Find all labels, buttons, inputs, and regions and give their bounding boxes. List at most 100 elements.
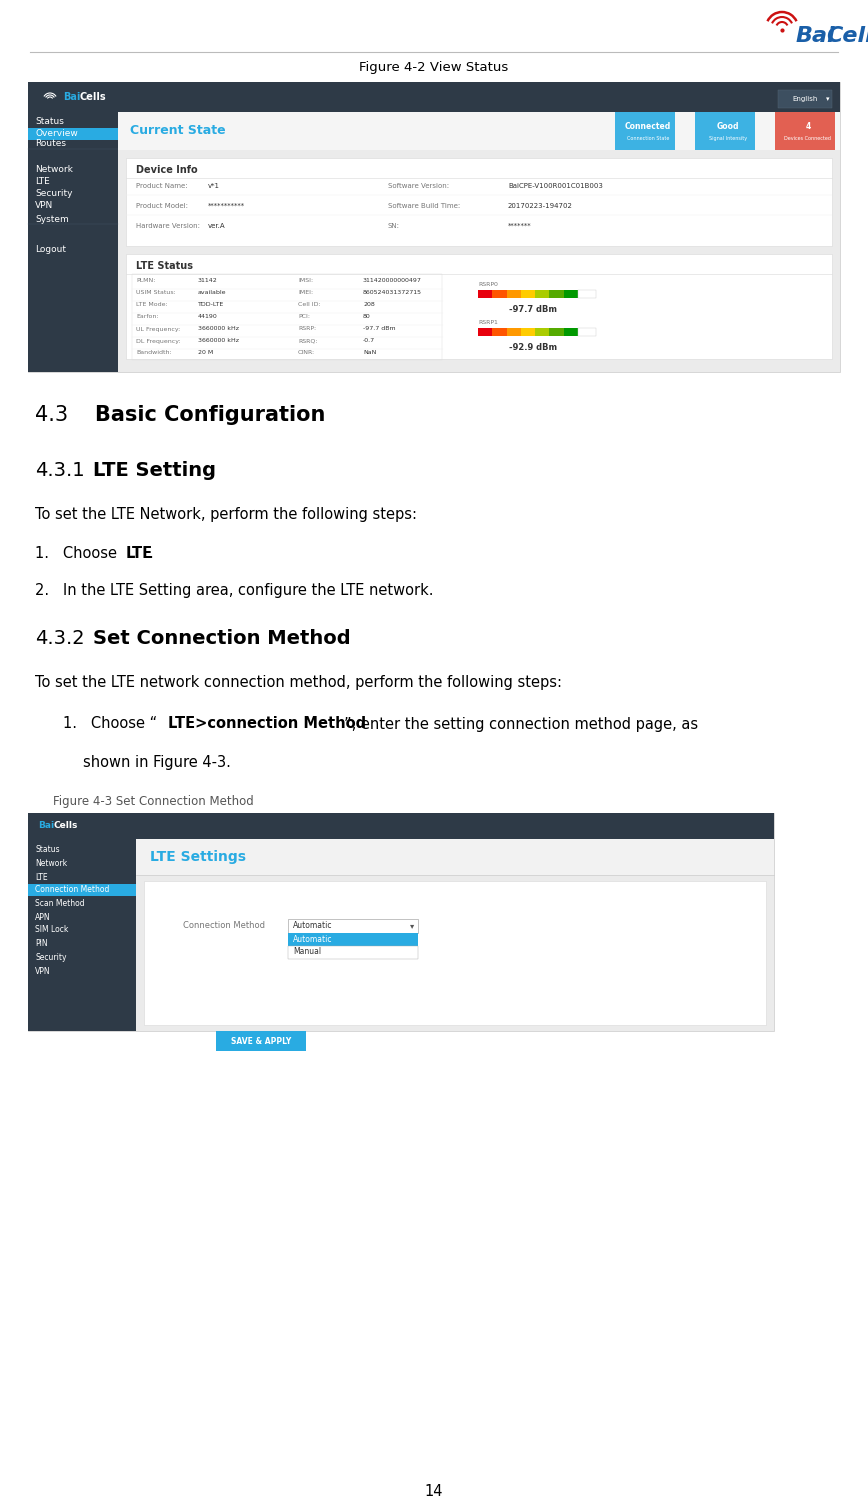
Text: Logout: Logout [35,245,66,254]
Text: 3660000 kHz: 3660000 kHz [198,339,239,343]
Text: 4.3: 4.3 [35,405,68,425]
Text: 20170223-194702: 20170223-194702 [508,203,573,209]
Text: 14: 14 [424,1485,444,1500]
Bar [615,112,675,150]
Text: Bai: Bai [63,92,81,101]
Text: 860524031372715: 860524031372715 [363,290,422,295]
Text: RSRQ:: RSRQ: [298,339,318,343]
Text: LTE>connection Method: LTE>connection Method [168,717,366,732]
Text: Device Info: Device Info [136,165,198,175]
Text: PIN: PIN [35,939,48,948]
Text: ▾: ▾ [826,95,830,101]
Text: APN: APN [35,913,50,921]
Text: v*1: v*1 [208,183,220,189]
Text: Security: Security [35,189,73,198]
Bar [132,274,442,360]
Text: Network: Network [35,859,67,868]
Text: LTE Settings: LTE Settings [150,850,246,863]
Bar [118,112,840,372]
Bar [521,328,536,336]
Bar [536,290,549,298]
Text: System: System [35,215,69,224]
Text: Connection Method: Connection Method [35,886,109,895]
Text: PLMN:: PLMN: [136,278,155,284]
Bar [28,813,774,839]
Bar [536,328,549,336]
Text: RSRP0: RSRP0 [478,281,498,286]
Text: PCI:: PCI: [298,314,310,319]
Bar [28,839,136,1031]
Text: Automatic: Automatic [293,936,332,945]
Text: Figure 4-3 Set Connection Method: Figure 4-3 Set Connection Method [53,795,253,809]
Text: -97.7 dBm: -97.7 dBm [363,327,396,331]
Text: 311420000000497: 311420000000497 [363,278,422,284]
Text: VPN: VPN [35,201,53,210]
Bar [28,82,840,372]
Text: LTE: LTE [35,872,48,881]
Text: -92.9 dBm: -92.9 dBm [509,343,557,351]
Text: USIM Status:: USIM Status: [136,290,175,295]
Bar [521,290,536,298]
Bar [507,290,521,298]
Text: IMEI:: IMEI: [298,290,313,295]
Text: Cell ID:: Cell ID: [298,302,320,307]
Text: VPN: VPN [35,966,50,975]
Bar [288,919,418,933]
Text: 3660000 kHz: 3660000 kHz [198,327,239,331]
Bar [126,254,832,358]
Text: Software Build Time:: Software Build Time: [388,203,460,209]
Text: *******: ******* [508,222,531,228]
Text: NaN: NaN [363,351,377,355]
Text: 31142: 31142 [198,278,218,284]
Text: Routes: Routes [35,139,66,148]
Text: Scan Method: Scan Method [35,900,84,909]
Text: RSRP1: RSRP1 [478,319,498,325]
Text: Current State: Current State [130,124,226,138]
Text: LTE Mode:: LTE Mode: [136,302,168,307]
Bar [775,112,835,150]
Text: Cells: Cells [80,92,107,101]
Text: Network: Network [35,165,73,174]
Text: DL Frequency:: DL Frequency: [136,339,181,343]
Text: Connection Method: Connection Method [183,921,265,930]
Text: Security: Security [35,953,67,962]
Text: ver.A: ver.A [208,222,226,228]
Text: Status: Status [35,845,60,854]
Text: Earfon:: Earfon: [136,314,159,319]
Text: Automatic: Automatic [293,921,332,930]
Text: English: English [792,95,818,101]
Text: SAVE & APPLY: SAVE & APPLY [231,1037,291,1045]
Text: SIM Lock: SIM Lock [35,925,69,934]
Bar [28,82,840,112]
Bar [118,112,840,150]
Text: 208: 208 [363,302,375,307]
Text: IMSI:: IMSI: [298,278,313,284]
Bar [778,91,832,107]
Text: LTE: LTE [126,546,153,561]
Text: SN:: SN: [388,222,400,228]
Text: To set the LTE network connection method, perform the following steps:: To set the LTE network connection method… [35,674,562,689]
Bar [563,328,578,336]
Bar [126,157,832,246]
Bar [216,1031,306,1051]
Text: Connection State: Connection State [627,136,669,141]
Text: TDD-LTE: TDD-LTE [198,302,224,307]
Text: 20 M: 20 M [198,351,214,355]
Text: CINR:: CINR: [298,351,315,355]
Text: ”, enter the setting connection method page, as: ”, enter the setting connection method p… [344,717,698,732]
Bar [563,290,578,298]
Bar [549,290,563,298]
Text: Devices Connected: Devices Connected [785,136,832,141]
Bar [695,112,755,150]
Text: -0.7: -0.7 [363,339,375,343]
Text: Connected: Connected [625,122,671,132]
Text: Basic Configuration: Basic Configuration [95,405,326,425]
Text: RSRP:: RSRP: [298,327,316,331]
Text: 80: 80 [363,314,371,319]
Text: Bai: Bai [796,26,836,45]
Text: Overview: Overview [35,130,78,139]
Bar [144,881,766,1025]
Bar [288,947,418,959]
Bar [507,328,521,336]
Bar [288,933,418,947]
